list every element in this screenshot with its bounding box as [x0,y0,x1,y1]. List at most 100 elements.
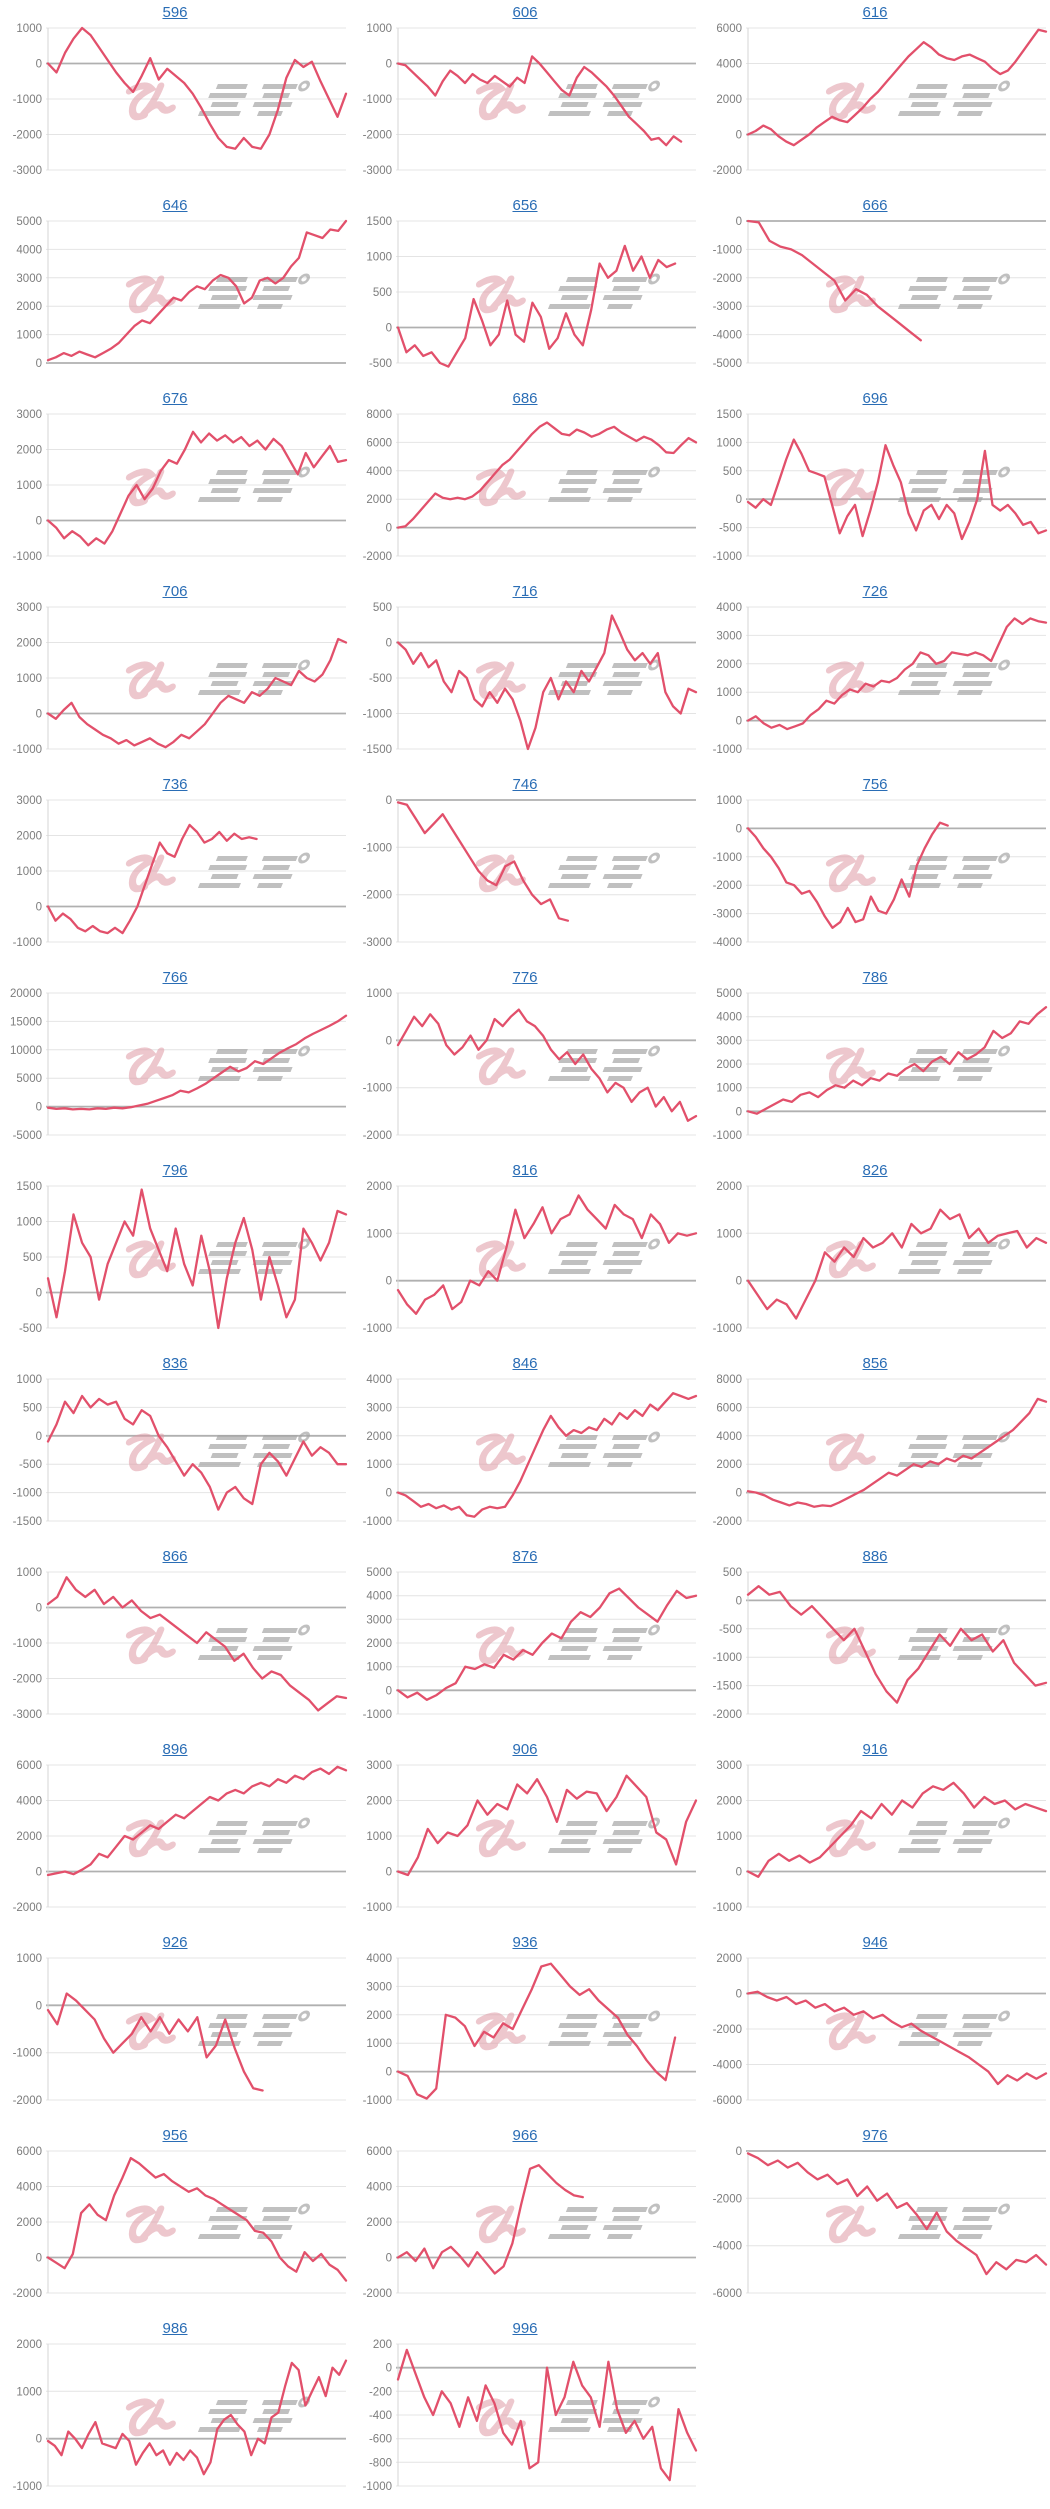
gridlines [46,2343,346,2487]
y-axis-labels: 4000 3000 2000 1000 0 -1000 [363,1374,392,1528]
y-tick-label: 1000 [16,2386,42,2398]
machine-number-link[interactable]: 786 [862,969,888,986]
y-axis-labels: 2000 1000 0 -1000 [363,1181,392,1335]
y-tick-label: -2000 [363,2288,392,2300]
chart-cell: 736 3000 2000 1000 0 -1000 [0,772,350,965]
machine-number-link[interactable]: 866 [162,1548,188,1565]
machine-number-link[interactable]: 916 [862,1741,888,1758]
y-tick-label: 0 [736,1488,742,1500]
chart-plot: 1000 0 -1000 -2000 -3000 [363,23,696,177]
y-tick-label: -1000 [363,1083,392,1095]
y-tick-label: -500 [19,1459,42,1471]
machine-number-link[interactable]: 946 [862,1934,888,1951]
machine-number-link[interactable]: 836 [162,1355,188,1372]
machine-number-link[interactable]: 986 [162,2320,188,2337]
chart-cell: 856 8000 6000 4000 2000 0 -2000 [700,1351,1050,1544]
machine-number-link[interactable]: 976 [862,2127,888,2144]
data-line [46,1014,348,1111]
y-tick-label: 0 [36,709,42,721]
y-tick-label: 4000 [366,1953,392,1965]
y-tick-label: 2000 [716,659,742,671]
data-line [396,55,683,147]
machine-number-link[interactable]: 956 [162,2127,188,2144]
machine-number-link[interactable]: 756 [862,776,888,793]
data-line [46,430,348,547]
machine-number-link[interactable]: 826 [862,1162,888,1179]
gridlines [746,799,1046,943]
y-axis-labels: 6000 4000 2000 0 -2000 [713,23,742,177]
y-tick-label: 3000 [366,1981,392,1993]
chart-plot: 0 -1000 -2000 -3000 [363,795,696,949]
machine-number-link[interactable]: 606 [512,4,538,21]
y-tick-label: -6000 [713,2095,742,2107]
machine-number-link[interactable]: 936 [512,1934,538,1951]
y-axis-labels: 1500 1000 500 0 -500 [16,1181,42,1335]
chart-cell: 816 2000 1000 0 -1000 [350,1158,700,1351]
machine-number-link[interactable]: 996 [512,2320,538,2337]
y-tick-label: 0 [386,1035,392,1047]
machine-number-link[interactable]: 816 [512,1162,538,1179]
machine-number-link[interactable]: 926 [162,1934,188,1951]
machine-number-link[interactable]: 846 [512,1355,538,1372]
chart-plot: 4000 3000 2000 1000 0 -1000 [363,1374,698,1528]
machine-number-link[interactable]: 966 [512,2127,538,2144]
machine-number-link[interactable]: 646 [162,197,188,214]
chart-cell: 996 200 0 -200 -400 -600 -800 -1000 [350,2316,700,2509]
y-tick-label: 2000 [16,831,42,843]
y-tick-label: -2000 [13,130,42,142]
y-axis-labels: 2000 1000 0 -1000 [13,2339,42,2493]
gridlines [46,1957,346,2101]
y-axis-labels: 0 -1000 -2000 -3000 [363,795,392,949]
y-axis-labels: 3000 2000 1000 0 -1000 [363,1760,392,1914]
y-tick-label: 1500 [366,216,392,228]
data-line [46,1576,348,1712]
y-tick-label: 4000 [366,1374,392,1386]
machine-number-link[interactable]: 716 [512,583,538,600]
y-tick-label: 0 [736,823,742,835]
machine-number-link[interactable]: 736 [162,776,188,793]
machine-number-link[interactable]: 656 [512,197,538,214]
y-tick-label: -1000 [363,1323,392,1335]
y-tick-label: -4000 [713,2060,742,2072]
y-tick-label: 2000 [716,1953,742,1965]
data-line [746,1208,1048,1320]
machine-number-link[interactable]: 796 [162,1162,188,1179]
machine-number-link[interactable]: 776 [512,969,538,986]
data-line [396,1962,677,2100]
y-tick-label: 0 [736,130,742,142]
machine-number-link[interactable]: 596 [162,4,188,21]
y-axis-labels: 6000 4000 2000 0 -2000 [13,2146,42,2300]
data-line [746,1990,1048,2086]
machine-number-link[interactable]: 706 [162,583,188,600]
machine-number-link[interactable]: 616 [862,4,888,21]
machine-number-link[interactable]: 856 [862,1355,888,1372]
y-tick-label: 1500 [716,409,742,421]
y-axis-labels: 3000 2000 1000 0 -1000 [13,602,42,756]
machine-number-link[interactable]: 896 [162,1741,188,1758]
y-tick-label: -400 [369,2410,392,2422]
gridlines [746,27,1046,171]
y-tick-label: 4000 [16,244,42,256]
y-tick-label: 5000 [16,1073,42,1085]
machine-number-link[interactable]: 886 [862,1548,888,1565]
y-tick-label: 1000 [366,1831,392,1843]
machine-number-link[interactable]: 906 [512,1741,538,1758]
data-line [396,1392,698,1518]
machine-number-link[interactable]: 676 [162,390,188,407]
machine-number-link[interactable]: 876 [512,1548,538,1565]
y-tick-label: 1000 [366,988,392,1000]
chart-cell: 846 4000 3000 2000 1000 0 -1000 [350,1351,700,1544]
y-tick-label: 6000 [366,437,392,449]
y-tick-label: 4000 [16,1796,42,1808]
machine-number-link[interactable]: 746 [512,776,538,793]
chart-plot: 1500 1000 500 0 -500 [366,216,696,370]
machine-number-link[interactable]: 666 [862,197,888,214]
chart-plot: 500 0 -500 -1000 -1500 -2000 [713,1567,1048,1721]
y-tick-label: 4000 [716,602,742,614]
machine-number-link[interactable]: 696 [862,390,888,407]
machine-number-link[interactable]: 686 [512,390,538,407]
machine-number-link[interactable]: 766 [162,969,188,986]
y-tick-label: 500 [373,287,392,299]
machine-number-link[interactable]: 726 [862,583,888,600]
data-line [746,28,1048,147]
